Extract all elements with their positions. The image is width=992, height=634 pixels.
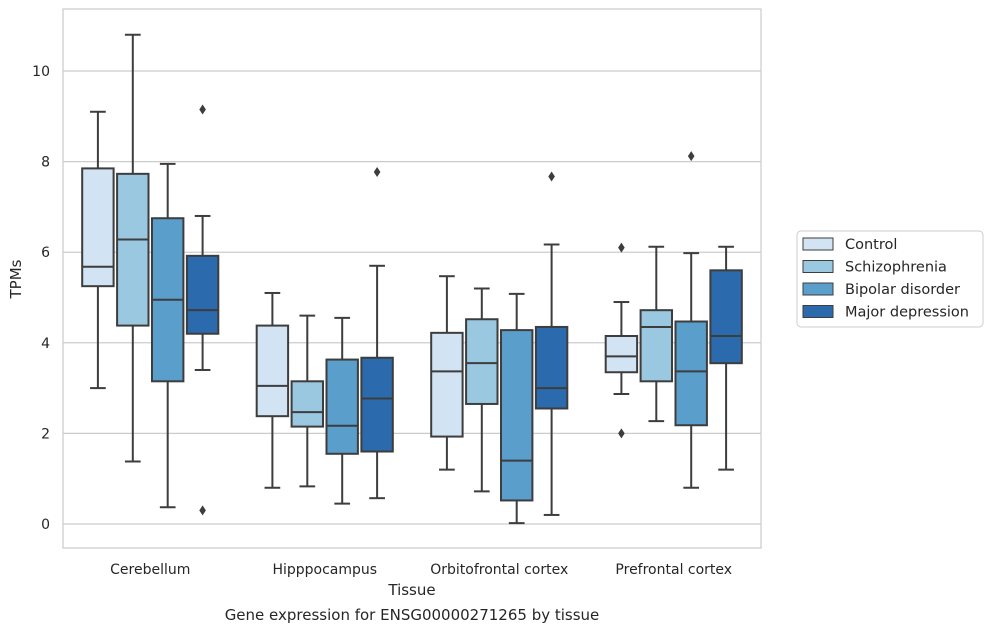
y-tick-label: 10 [32, 64, 50, 80]
box-groups [81, 33, 743, 525]
box-3-2 [674, 151, 708, 489]
outlier-point [548, 171, 555, 182]
iqr-box [604, 335, 639, 374]
outlier-point [687, 151, 695, 162]
outlier-point [199, 104, 206, 115]
legend-swatch [802, 237, 834, 251]
legend-label: Schizophrenia [845, 260, 947, 276]
box-2-0 [430, 275, 464, 471]
box-2-2 [499, 292, 534, 525]
box-1-2 [325, 316, 359, 505]
y-tick-label: 4 [41, 336, 50, 352]
iqr-box [290, 380, 325, 428]
y-axis-ticks: 0 2 4 6 8 10 [32, 64, 50, 533]
y-tick-label: 6 [41, 245, 50, 261]
legend-swatch [802, 305, 834, 318]
x-tick-label: Cerebellum [110, 562, 190, 578]
iqr-box [709, 269, 743, 365]
iqr-box [81, 167, 115, 288]
box-3-3 [709, 245, 743, 471]
legend-label: Bipolar disorder [845, 282, 960, 298]
iqr-box [360, 356, 394, 453]
x-tick-label: Hipppocampus [272, 562, 377, 578]
iqr-box [325, 358, 359, 455]
outlier-point [199, 505, 206, 516]
iqr-box [185, 254, 220, 335]
iqr-box [430, 331, 464, 438]
x-tick-label: Prefrontal cortex [615, 562, 732, 578]
y-tick-label: 0 [41, 517, 50, 533]
iqr-box [499, 329, 534, 502]
y-tick-label: 8 [41, 155, 50, 171]
box-0-1 [116, 33, 150, 463]
box-3-0 [604, 242, 639, 439]
outlier-point [618, 242, 625, 253]
box-1-1 [290, 314, 325, 488]
boxplot-chart: 0 2 4 6 8 10 Cerebellum Hipppocampus Orbitofron… [7, 8, 984, 599]
box-3-1 [639, 245, 674, 423]
box-2-1 [465, 287, 499, 493]
legend-frame [796, 230, 984, 328]
iqr-box [116, 172, 150, 327]
x-axis-ticks: Cerebellum Hipppocampus Orbitofrontal cort… [110, 562, 732, 578]
outlier-point [618, 428, 625, 439]
iqr-box [639, 309, 674, 383]
iqr-box [255, 324, 290, 418]
y-tick-label: 2 [41, 426, 50, 442]
y-axis-label: TPMs [7, 259, 25, 299]
figure-caption: Gene expression for ENSG00000271265 by t… [224, 606, 600, 624]
legend-label: Major depression [845, 305, 969, 321]
box-0-0 [81, 110, 115, 390]
x-tick-label: Orbitofrontal cortex [430, 562, 568, 578]
box-0-3 [185, 104, 220, 516]
outlier-point [373, 167, 381, 178]
plot-area-frame [62, 8, 762, 549]
iqr-box [465, 318, 499, 405]
box-1-3 [360, 167, 394, 500]
x-axis-label: Tissue [387, 581, 435, 599]
iqr-box [674, 320, 708, 427]
box-1-0 [255, 291, 290, 489]
iqr-box [534, 325, 569, 410]
legend-swatch [802, 260, 834, 273]
box-2-3 [534, 171, 569, 516]
box-0-2 [150, 162, 185, 509]
legend: Control Schizophrenia Bipolar disorder Majo… [796, 230, 984, 328]
legend-label: Control [845, 237, 897, 253]
legend-swatch [802, 282, 834, 296]
